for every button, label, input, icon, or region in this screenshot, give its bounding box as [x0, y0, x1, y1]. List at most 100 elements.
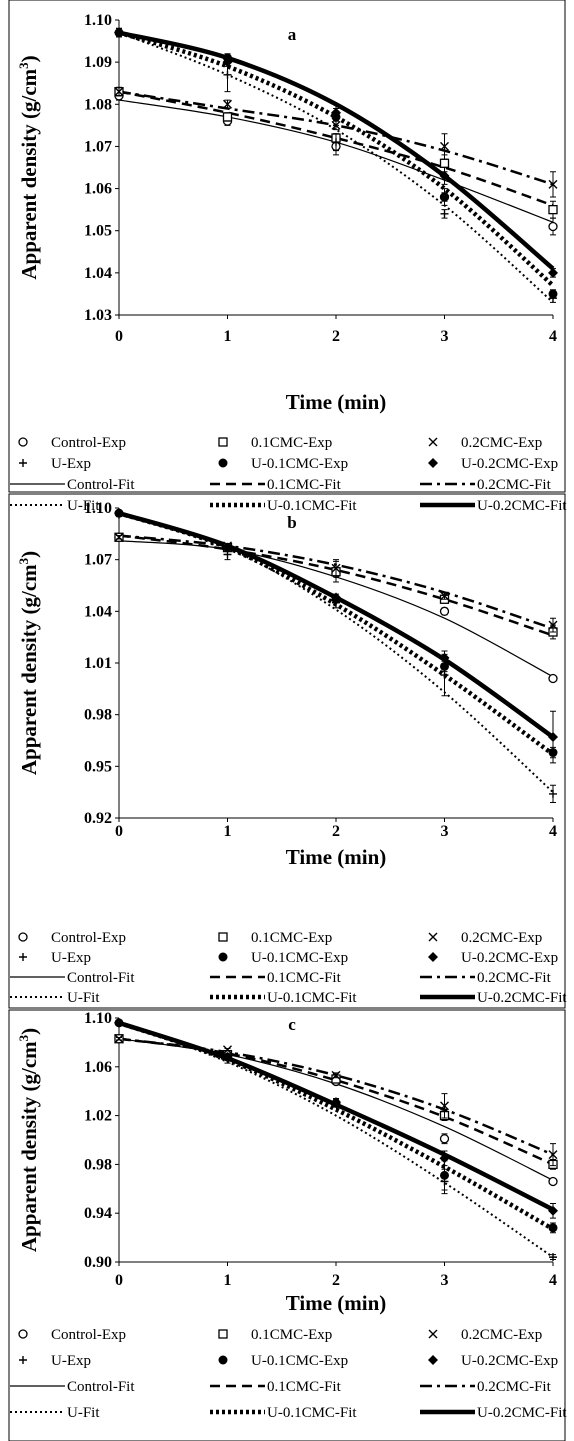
legend-entry: 0.2CMC-Fit [420, 970, 552, 986]
x-tick-label: 3 [441, 328, 449, 345]
data-point-control-exp [439, 1134, 450, 1144]
legend-label: 0.1CMC-Exp [251, 930, 332, 946]
y-tick-label: 1.01 [84, 655, 112, 672]
x-axis-label: Time (min) [286, 1291, 387, 1315]
data-point-u-exp [440, 209, 449, 218]
chart-panel-b: 0.92 0.95 0.98 1.01 1.04 1.07 1.10 0 1 2 3 4 b Time (… [8, 493, 567, 1009]
data-point-u-0.2cmc-exp [222, 1052, 233, 1063]
legend-label: 0.1CMC-Fit [267, 1379, 342, 1395]
x-axis-label: Time (min) [286, 390, 387, 414]
y-tick-label: 1.09 [84, 54, 112, 71]
y-axis-label-main: Apparent density (g/cm [17, 1041, 41, 1252]
legend-marker [218, 458, 228, 468]
legend-label: Control-Exp [51, 435, 126, 451]
data-point-u-exp [440, 671, 449, 680]
x-tick-label: 4 [549, 1272, 557, 1289]
legend-label: Control-Fit [67, 477, 135, 493]
legend-entry: Control-Exp [18, 435, 126, 451]
y-axis-label: Apparent density (g/cm3) [16, 551, 41, 775]
legend-label: U-0.2CMC-Fit [477, 498, 567, 514]
data-point-0.2cmc-exp [440, 1101, 449, 1111]
data-point-u-0.2cmc-exp [114, 1017, 124, 1028]
y-axis-label-sup: 3 [16, 1034, 31, 1041]
legend-entry: 0.2CMC-Exp [428, 435, 542, 451]
series-line-u-fit [118, 1021, 554, 1258]
legend-marker [19, 953, 27, 961]
legend-entry: U-0.2CMC-Exp [428, 950, 558, 966]
x-tick-label: 3 [441, 1272, 449, 1289]
legend-entry: U-0.1CMC-Fit [210, 498, 357, 514]
y-axis-label-main: Apparent density (g/cm [17, 564, 41, 775]
y-tick-label: 0.94 [84, 1205, 112, 1222]
legend-label: U-0.1CMC-Exp [251, 456, 348, 472]
data-point-0.2cmc-exp [223, 99, 232, 109]
legend-marker [218, 932, 228, 942]
y-tick-label: 1.05 [84, 223, 112, 240]
legend-label: 0.1CMC-Fit [267, 970, 342, 986]
legend-label: 0.1CMC-Exp [251, 1327, 332, 1343]
y-tick-label: 1.07 [84, 138, 112, 155]
legend-label: U-Exp [51, 456, 91, 472]
data-point-u-0.2cmc-exp [439, 652, 450, 663]
data-point-0.2cmc-exp [548, 1150, 558, 1160]
x-tick-label: 2 [332, 1272, 340, 1289]
legend-label: 0.2CMC-Exp [461, 1327, 542, 1343]
legend-label: U-0.2CMC-Exp [461, 950, 558, 966]
panel-label: b [287, 513, 296, 532]
series-line-u-fit [118, 31, 554, 304]
data-point-u-0.2cmc-exp [222, 542, 233, 553]
y-axis-label-close: ) [17, 551, 41, 558]
legend-label: U-Fit [67, 990, 100, 1006]
data-point-u-0.2cmc-exp [439, 1153, 450, 1164]
legend-label: 0.2CMC-Fit [477, 1379, 552, 1395]
data-point-u-0.2cmc-exp [548, 1205, 558, 1216]
legend-entry: Control-Fit [10, 970, 135, 986]
data-point-u-0.1cmc-exp [440, 1170, 449, 1180]
legend-entry: U-0.2CMC-Fit [420, 990, 567, 1006]
x-tick-label: 1 [224, 1272, 232, 1289]
data-point-u-0.2cmc-exp [114, 27, 124, 38]
y-tick-label: 1.02 [84, 1108, 112, 1125]
legend-entry: 0.2CMC-Fit [420, 477, 552, 493]
panel-frame [8, 0, 566, 493]
legend-entry: U-0.2CMC-Fit [420, 498, 567, 514]
y-axis-label-close: ) [17, 55, 41, 62]
legend-label: U-Fit [67, 1405, 100, 1421]
panel-frame [8, 1009, 566, 1441]
data-point-u-exp [549, 1253, 557, 1262]
legend-entry: U-Fit [10, 498, 100, 514]
series-line-0.1cmc-fit [118, 534, 554, 637]
legend-label: 0.2CMC-Fit [477, 477, 552, 493]
legend-entry: U-Fit [10, 1405, 100, 1421]
legend-entry: U-0.1CMC-Exp [218, 950, 348, 966]
legend-marker [428, 952, 438, 962]
y-tick-label: 1.03 [84, 307, 112, 324]
y-tick-label: 0.98 [84, 707, 112, 724]
data-point-0.2cmc-exp [223, 1045, 232, 1055]
legend-marker [18, 437, 28, 447]
legend-label: U-0.1CMC-Exp [251, 1353, 348, 1369]
data-point-control-exp [548, 1176, 558, 1187]
data-point-0.2cmc-exp [440, 591, 449, 601]
legend-marker [218, 1355, 228, 1365]
legend-label: Control-Fit [67, 970, 135, 986]
data-point-0.2cmc-exp [114, 87, 124, 97]
panel-label: c [288, 1015, 296, 1034]
legend-entry: Control-Exp [18, 930, 126, 946]
data-point-0.2cmc-exp [548, 179, 558, 189]
legend-marker [428, 932, 438, 942]
data-point-0.1cmc-exp [222, 112, 233, 122]
y-tick-label: 1.06 [84, 181, 112, 198]
data-point-u-0.2cmc-exp [114, 508, 124, 519]
legend-label: U-0.1CMC-Exp [251, 950, 348, 966]
data-point-u-exp [332, 138, 340, 147]
data-point-0.2cmc-exp [440, 141, 449, 151]
legend-label: 0.2CMC-Exp [461, 930, 542, 946]
y-tick-label: 0.90 [84, 1254, 112, 1271]
y-axis-label-close: ) [17, 1028, 41, 1035]
series-line-u-0.1cmc-fit [118, 511, 555, 757]
legend-entry: U-0.2CMC-Exp [428, 1353, 558, 1369]
y-tick-label: 1.04 [84, 603, 112, 620]
legend-entry: Control-Exp [18, 1327, 126, 1343]
